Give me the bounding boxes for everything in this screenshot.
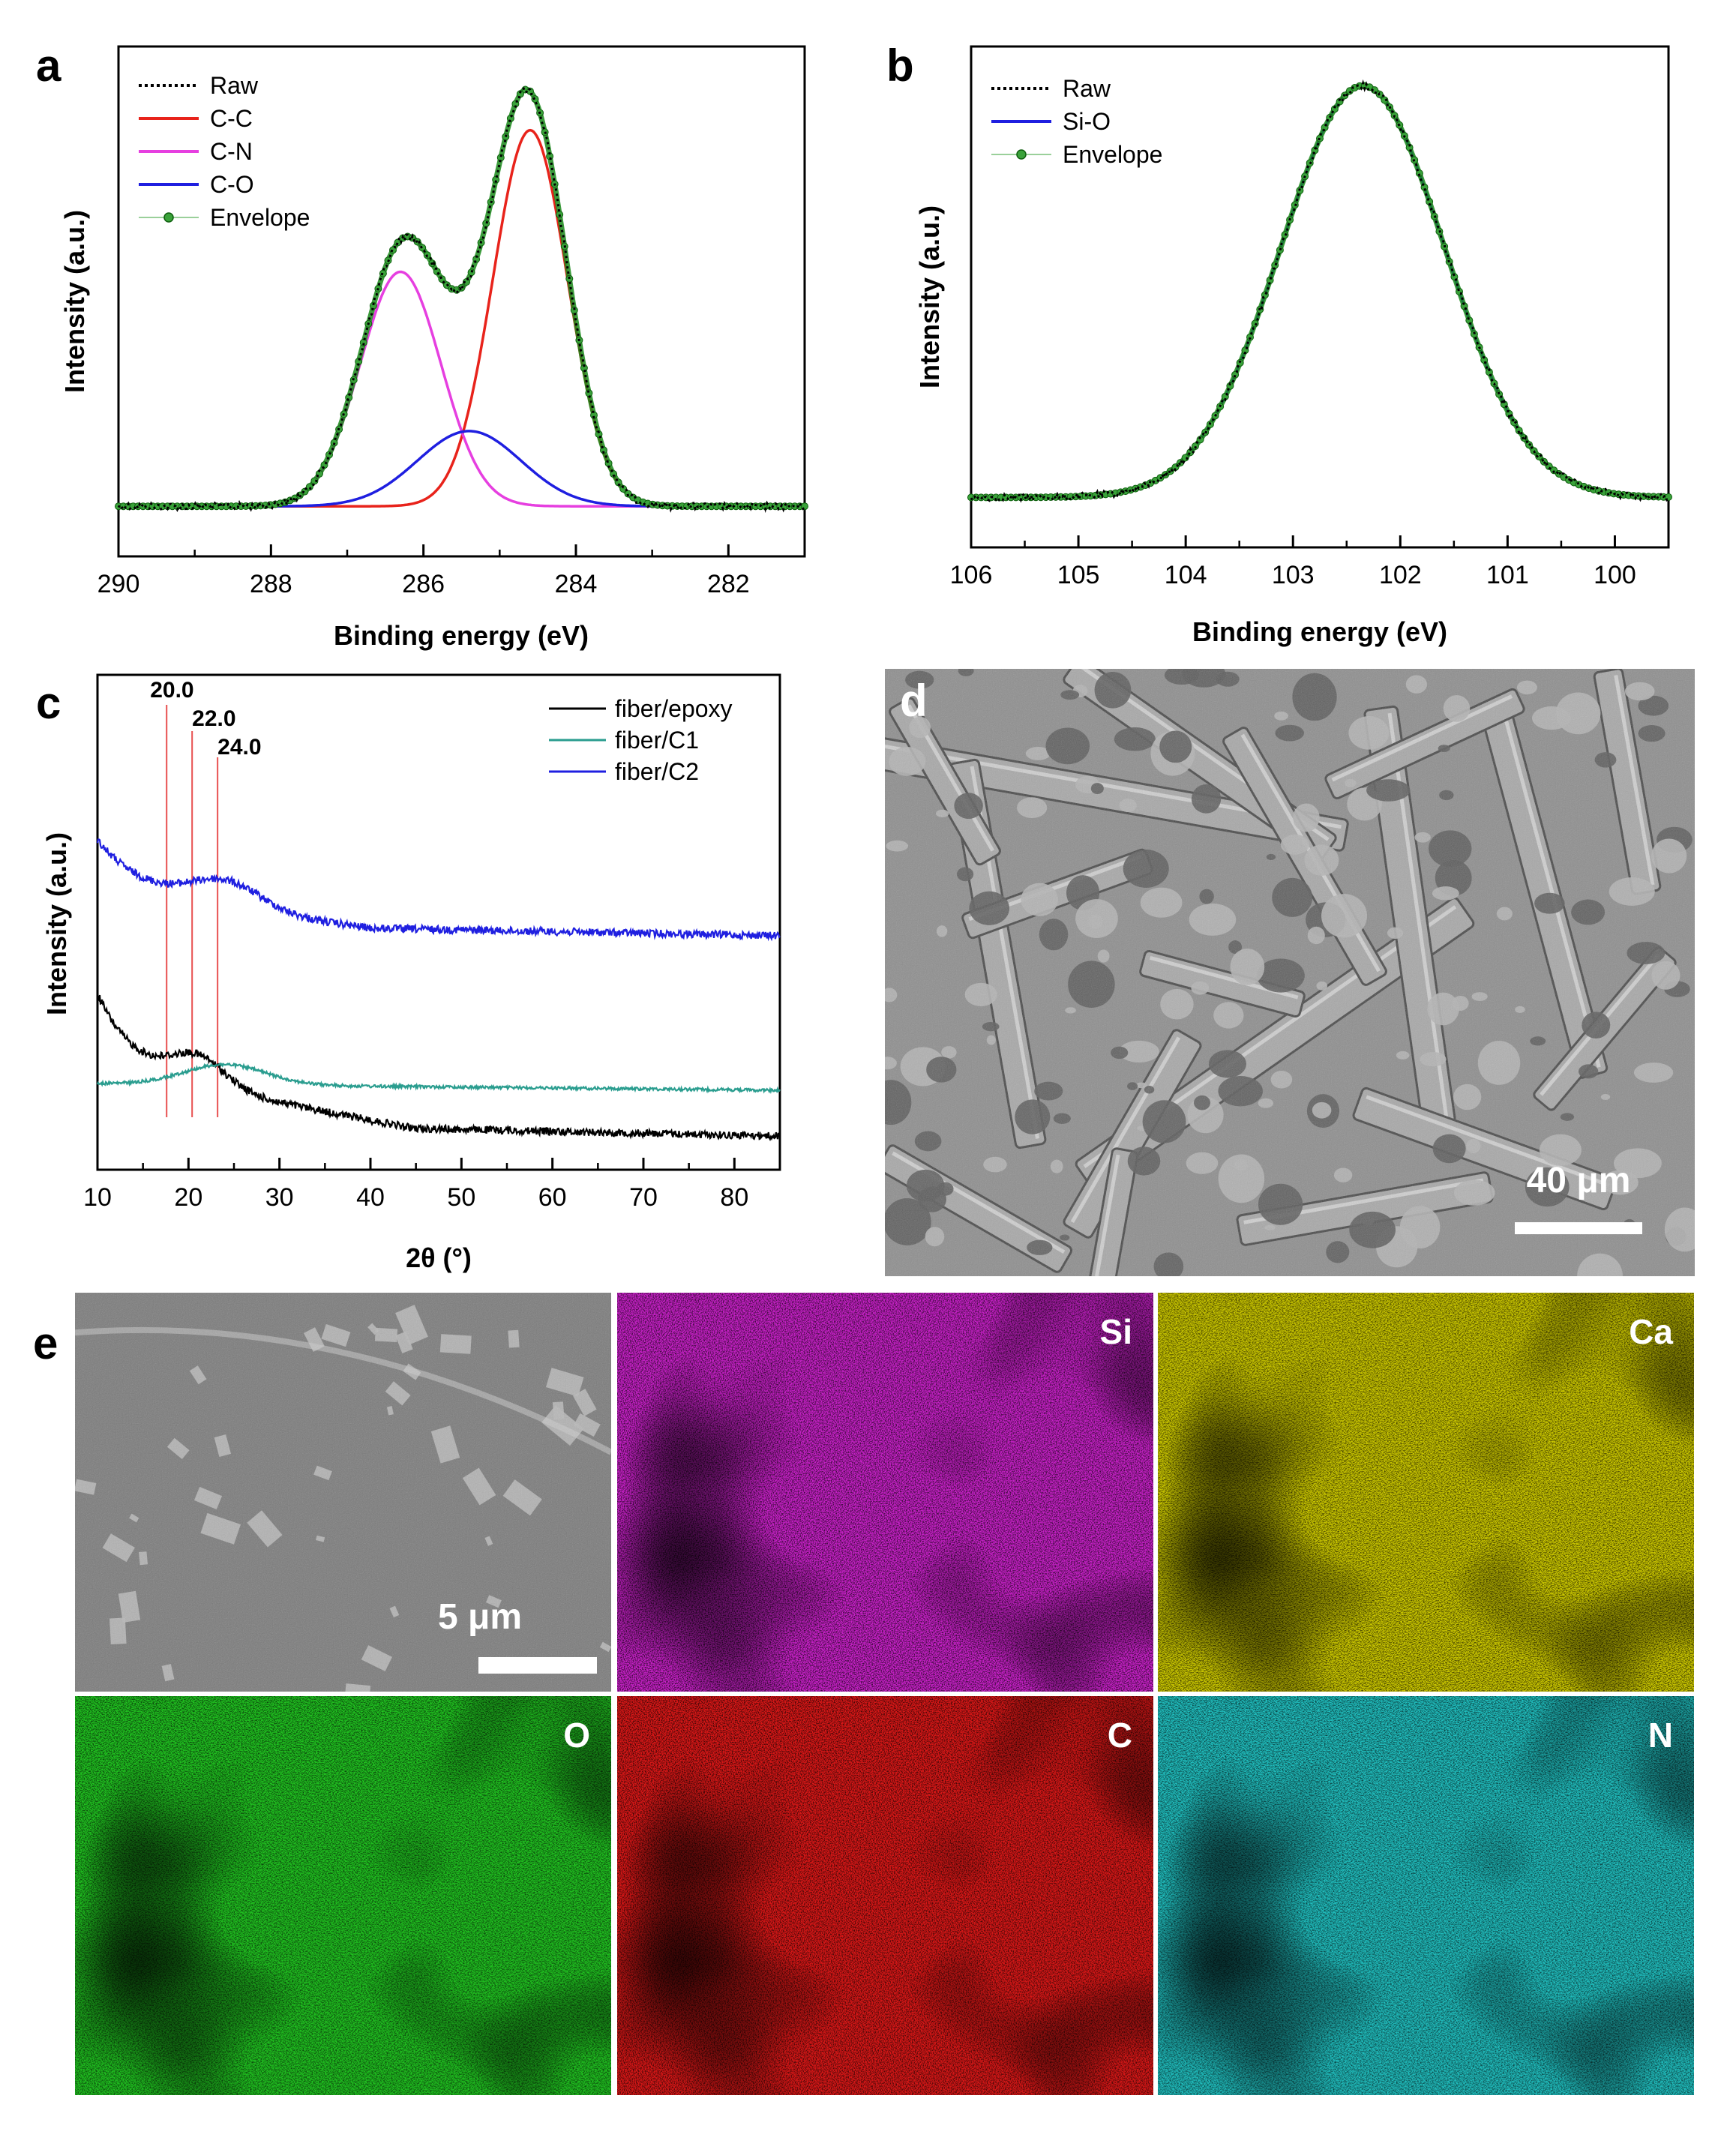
x-tick-label: 104 <box>1165 561 1207 589</box>
reference-lines-c: 20.0 22.0 24.0 <box>150 678 262 1117</box>
legend-label: C-C <box>210 105 253 132</box>
legend-item-fiber-C1: fiber/C1 <box>549 727 699 754</box>
panel-d: d 40 μm <box>885 669 1695 1276</box>
x-tick-label: 70 <box>629 1183 658 1212</box>
legend-item-raw: Raw <box>139 72 259 99</box>
legend-label: Envelope <box>210 204 310 231</box>
eds-tile-si: Si <box>617 1293 1153 1692</box>
eds-tile-ca: Ca <box>1158 1293 1694 1692</box>
x-axis-label-a: Binding energy (eV) <box>334 620 589 651</box>
legend-item-c-c: C-C <box>139 105 253 132</box>
x-tick-label: 20 <box>174 1183 202 1212</box>
legend-item-c-n: C-N <box>139 138 253 165</box>
legend-label: fiber/C2 <box>615 758 699 785</box>
legend-label: Raw <box>210 72 259 99</box>
panel-label-e: e <box>33 1318 58 1368</box>
x-tick-label: 103 <box>1272 561 1315 589</box>
reference-label: 24.0 <box>217 735 261 760</box>
plot-frame-b <box>970 45 1670 549</box>
scale-bar-label-e: 5 μm <box>438 1597 522 1637</box>
legend-item-c-o: C-O <box>139 171 254 198</box>
y-axis-label-a: Intensity (a.u.) <box>59 210 90 393</box>
x-tick-label: 284 <box>555 570 598 598</box>
curves-b <box>967 79 1672 504</box>
panel-label-c: c <box>36 678 61 728</box>
element-label: C <box>1108 1716 1132 1755</box>
series-fiber-C1 <box>97 1062 781 1095</box>
element-label: O <box>563 1716 590 1755</box>
element-label: Ca <box>1629 1312 1673 1351</box>
legend-c: fiber/epoxy fiber/C1 fiber/C2 <box>549 695 733 785</box>
element-label: N <box>1648 1716 1673 1755</box>
x-tick-label: 282 <box>707 570 750 598</box>
legend-item-si-o: Si-O <box>991 108 1111 135</box>
panel-b: b 106 105 104 103 102 101 100 Binding energy (… <box>886 40 1672 647</box>
x-tick-label: 102 <box>1379 561 1422 589</box>
x-tick-label: 10 <box>83 1183 112 1212</box>
scale-bar-label-d: 40 μm <box>1527 1161 1631 1200</box>
x-ticks-b: 106 105 104 103 102 101 100 <box>950 535 1636 589</box>
eds-tile-o: O <box>75 1696 611 2095</box>
legend-item-fiber-epoxy: fiber/epoxy <box>549 695 733 722</box>
scale-bar-d <box>1515 1222 1642 1234</box>
series-fiber-epoxy <box>96 994 781 1142</box>
legend-item-raw: Raw <box>991 75 1111 102</box>
legend-item-envelope: Envelope <box>139 204 310 231</box>
legend-label: fiber/C1 <box>615 727 699 754</box>
x-tick-label: 106 <box>950 561 993 589</box>
legend-label: C-N <box>210 138 253 165</box>
legend-label: fiber/epoxy <box>615 695 733 722</box>
legend-label: C-O <box>210 171 254 198</box>
plot-frame-c <box>96 673 781 1171</box>
panel-label-b: b <box>886 40 914 91</box>
y-axis-label-c: Intensity (a.u.) <box>41 832 72 1015</box>
x-tick-label: 101 <box>1486 561 1529 589</box>
x-tick-label: 50 <box>447 1183 475 1212</box>
component-curve-c-o <box>118 430 805 508</box>
x-tick-label: 40 <box>356 1183 385 1212</box>
x-tick-label: 286 <box>402 570 445 598</box>
legend-b: Raw Si-O Envelope <box>991 75 1162 168</box>
plot-frame-a <box>117 45 806 558</box>
x-axis-label-c: 2θ (°) <box>406 1242 472 1273</box>
panel-label-d: d <box>900 676 928 726</box>
x-tick-label: 60 <box>538 1183 567 1212</box>
x-tick-label: 100 <box>1594 561 1636 589</box>
component-curve-c-n <box>118 270 805 508</box>
element-label: Si <box>1100 1312 1132 1351</box>
eds-tile-n: N <box>1158 1696 1694 2095</box>
curves-c <box>96 838 781 1142</box>
y-axis-label-b: Intensity (a.u.) <box>914 205 945 388</box>
legend-label: Si-O <box>1063 108 1111 135</box>
x-tick-label: 290 <box>97 570 140 598</box>
x-tick-label: 80 <box>720 1183 748 1212</box>
legend-a: Raw C-C C-N C-O Envelope <box>139 72 310 231</box>
panel-label-a: a <box>36 40 61 91</box>
eds-tile-sem <box>75 1293 611 1692</box>
legend-label: Raw <box>1063 75 1111 102</box>
reference-label: 22.0 <box>192 706 235 731</box>
x-tick-label: 105 <box>1057 561 1100 589</box>
series-fiber-C2 <box>96 838 781 942</box>
sem-image-d <box>885 669 1695 1276</box>
panel-c: c 20.0 22.0 24.0 10 20 30 40 50 60 70 80 2θ (°) I… <box>36 673 781 1273</box>
panel-e: e Si Ca O C N 5 μm <box>33 1293 1694 2095</box>
curves-a <box>115 85 808 514</box>
legend-label: Envelope <box>1063 141 1162 168</box>
x-ticks-c: 10 20 30 40 50 60 70 80 <box>83 1158 748 1212</box>
eds-tile-c: C <box>617 1696 1153 2095</box>
reference-label: 20.0 <box>150 678 193 703</box>
legend-item-envelope: Envelope <box>991 141 1162 168</box>
x-tick-label: 30 <box>265 1183 294 1212</box>
legend-item-fiber-C2: fiber/C2 <box>549 758 699 785</box>
eds-map-grid: Si Ca O C N <box>75 1293 1694 2095</box>
scale-bar-e <box>478 1657 597 1674</box>
x-axis-label-b: Binding energy (eV) <box>1192 616 1447 647</box>
panel-a: a 290 288 286 284 282 Binding energy (eV) In… <box>36 40 808 651</box>
x-ticks-a: 290 288 286 284 282 <box>97 544 750 598</box>
x-tick-label: 288 <box>250 570 292 598</box>
